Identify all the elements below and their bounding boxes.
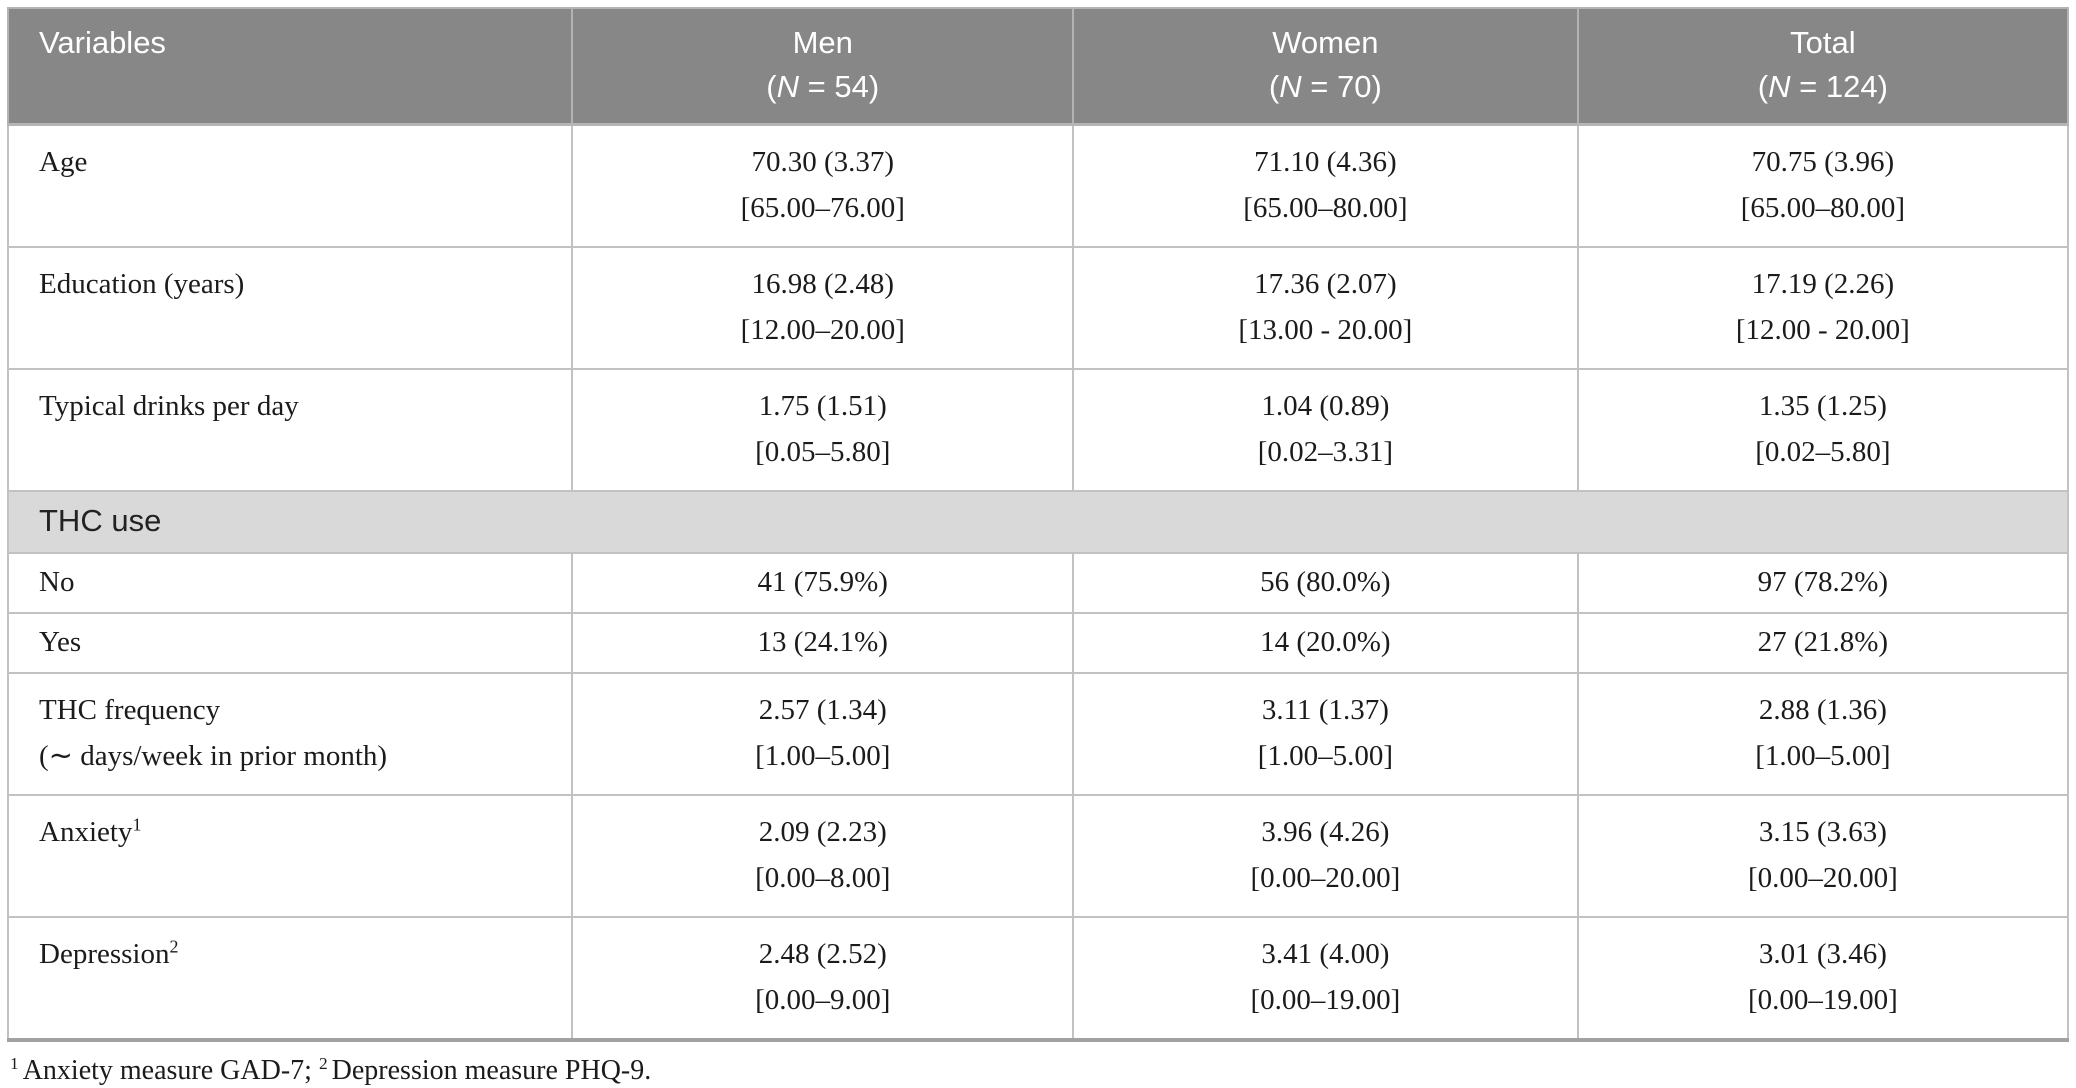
cell-thc-no-women: 56 (80.0%): [1072, 552, 1579, 614]
row-thc-yes: Yes 13 (24.1%) 14 (20.0%) 27 (21.8%): [6, 612, 2070, 674]
cell-drinks-men: 1.75 (1.51) [0.05–5.80]: [571, 368, 1075, 492]
section-row-thc-use: THC use: [7, 490, 2069, 554]
cell-depression-men: 2.48 (2.52) [0.00–9.00]: [571, 916, 1075, 1041]
row-education-label: Education (years): [6, 246, 574, 370]
depression-footnote-marker: 2: [169, 936, 179, 957]
header-col-women: Women (N = 70): [1072, 7, 1579, 126]
row-thc-yes-label: Yes: [6, 612, 574, 674]
row-thc-frequency-label: THC frequency (∼ days/week in prior mont…: [6, 672, 574, 796]
cell-thc-yes-total: 27 (21.8%): [1576, 612, 2070, 674]
cell-thc-yes-women: 14 (20.0%): [1072, 612, 1579, 674]
cell-thc-frequency-total: 2.88 (1.36) [1.00–5.00]: [1576, 672, 2070, 796]
row-thc-no-label: No: [6, 552, 574, 614]
cell-thc-frequency-men: 2.57 (1.34) [1.00–5.00]: [571, 672, 1075, 796]
anxiety-footnote-marker: 1: [132, 814, 142, 835]
section-thc-use-label: THC use: [7, 490, 2069, 554]
row-anxiety-label: Anxiety1: [6, 794, 574, 918]
cell-drinks-women: 1.04 (0.89) [0.02–3.31]: [1072, 368, 1579, 492]
header-col-total: Total (N = 124): [1576, 7, 2070, 126]
footnote-text-depression: Depression measure PHQ-9.: [331, 1055, 652, 1086]
cell-thc-yes-men: 13 (24.1%): [571, 612, 1075, 674]
header-women-n: (N = 70): [1268, 69, 1382, 104]
header-total-n: (N = 124): [1757, 69, 1888, 104]
cell-depression-women: 3.41 (4.00) [0.00–19.00]: [1072, 916, 1579, 1041]
cell-thc-no-men: 41 (75.9%): [571, 552, 1075, 614]
header-total-title: Total: [1790, 25, 1856, 60]
cell-anxiety-total: 3.15 (3.63) [0.00–20.00]: [1576, 794, 2070, 918]
header-men-title: Men: [792, 25, 853, 60]
cell-drinks-total: 1.35 (1.25) [0.02–5.80]: [1576, 368, 2070, 492]
table-body: Age 70.30 (3.37) [65.00–76.00] 71.10 (4.…: [6, 123, 2070, 1041]
footnote-marker-2: 2: [318, 1053, 328, 1073]
table-header: Variables Men (N = 54) Women (N = 70) To…: [6, 7, 2070, 126]
row-depression-label: Depression2: [6, 916, 574, 1041]
row-drinks: Typical drinks per day 1.75 (1.51) [0.05…: [6, 368, 2070, 492]
row-thc-no: No 41 (75.9%) 56 (80.0%) 97 (78.2%): [6, 552, 2070, 614]
row-age-label: Age: [6, 123, 574, 248]
cell-education-men: 16.98 (2.48) [12.00–20.00]: [571, 246, 1075, 370]
row-drinks-label: Typical drinks per day: [6, 368, 574, 492]
header-variables-label: Variables: [39, 25, 166, 60]
cell-education-women: 17.36 (2.07) [13.00 - 20.00]: [1072, 246, 1579, 370]
page: Variables Men (N = 54) Women (N = 70) To…: [6, 7, 2070, 1086]
table-footnote: 1 Anxiety measure GAD-7; 2 Depression meas…: [7, 1042, 2069, 1088]
cell-age-total: 70.75 (3.96) [65.00–80.00]: [1576, 123, 2070, 248]
cell-depression-total: 3.01 (3.46) [0.00–19.00]: [1576, 916, 2070, 1041]
row-age: Age 70.30 (3.37) [65.00–76.00] 71.10 (4.…: [6, 123, 2070, 248]
header-variables: Variables: [6, 7, 574, 126]
header-row: Variables Men (N = 54) Women (N = 70) To…: [6, 7, 2070, 126]
row-education: Education (years) 16.98 (2.48) [12.00–20…: [6, 246, 2070, 370]
cell-education-total: 17.19 (2.26) [12.00 - 20.00]: [1576, 246, 2070, 370]
cell-thc-no-total: 97 (78.2%): [1576, 552, 2070, 614]
row-depression: Depression2 2.48 (2.52) [0.00–9.00] 3.41…: [6, 916, 2070, 1041]
cell-anxiety-men: 2.09 (2.23) [0.00–8.00]: [571, 794, 1075, 918]
header-women-title: Women: [1272, 25, 1379, 60]
cell-age-women: 71.10 (4.36) [65.00–80.00]: [1072, 123, 1579, 248]
header-col-men: Men (N = 54): [571, 7, 1075, 126]
row-thc-frequency: THC frequency (∼ days/week in prior mont…: [6, 672, 2070, 796]
cell-anxiety-women: 3.96 (4.26) [0.00–20.00]: [1072, 794, 1579, 918]
cell-thc-frequency-women: 3.11 (1.37) [1.00–5.00]: [1072, 672, 1579, 796]
footnote-marker-1: 1: [10, 1053, 19, 1073]
cell-age-men: 70.30 (3.37) [65.00–76.00]: [571, 123, 1075, 248]
footnote-text-anxiety: Anxiety measure GAD-7;: [22, 1055, 319, 1086]
row-anxiety: Anxiety1 2.09 (2.23) [0.00–8.00] 3.96 (4…: [6, 794, 2070, 918]
demographics-table: Variables Men (N = 54) Women (N = 70) To…: [6, 7, 2070, 1042]
header-men-n: (N = 54): [766, 69, 880, 104]
